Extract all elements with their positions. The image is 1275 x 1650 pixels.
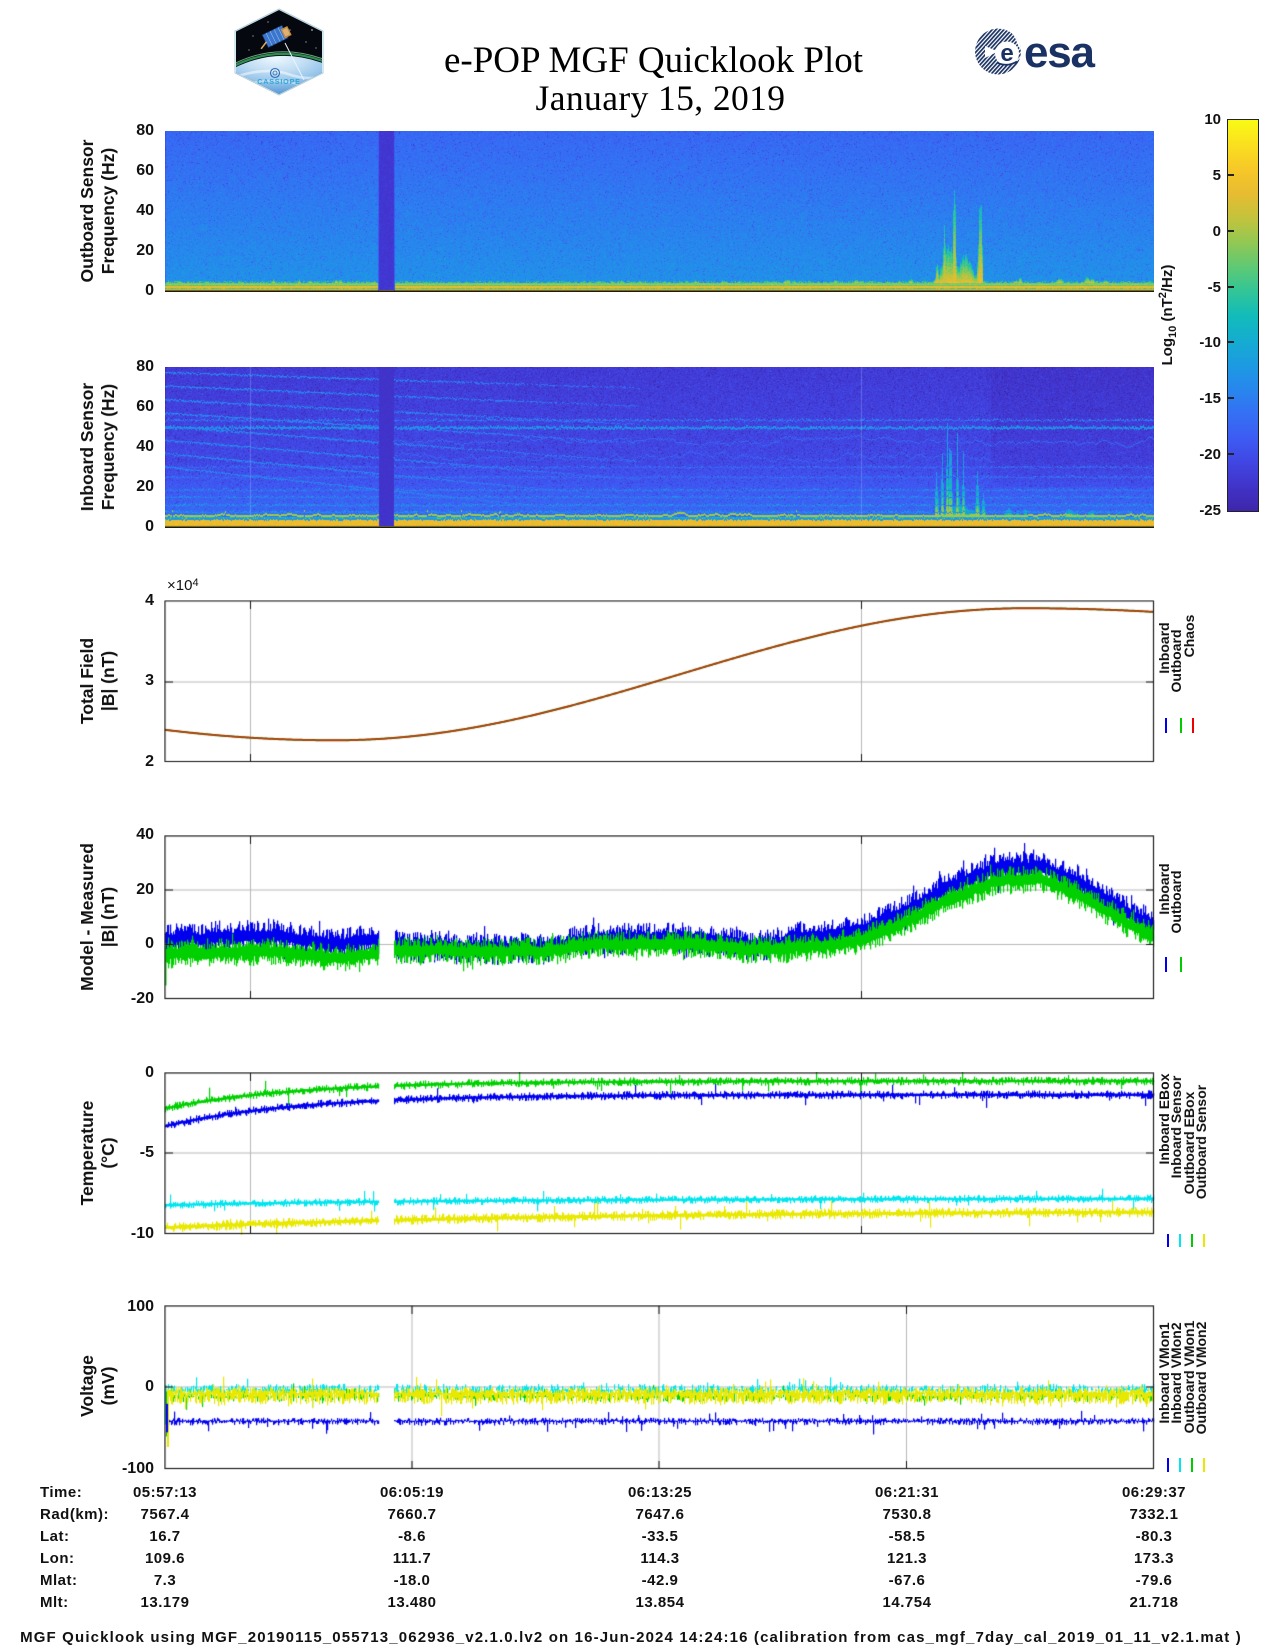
svg-text:CASSIOPE: CASSIOPE <box>257 77 301 86</box>
svg-text:esa: esa <box>1024 28 1096 77</box>
svg-text:e: e <box>1000 40 1013 67</box>
